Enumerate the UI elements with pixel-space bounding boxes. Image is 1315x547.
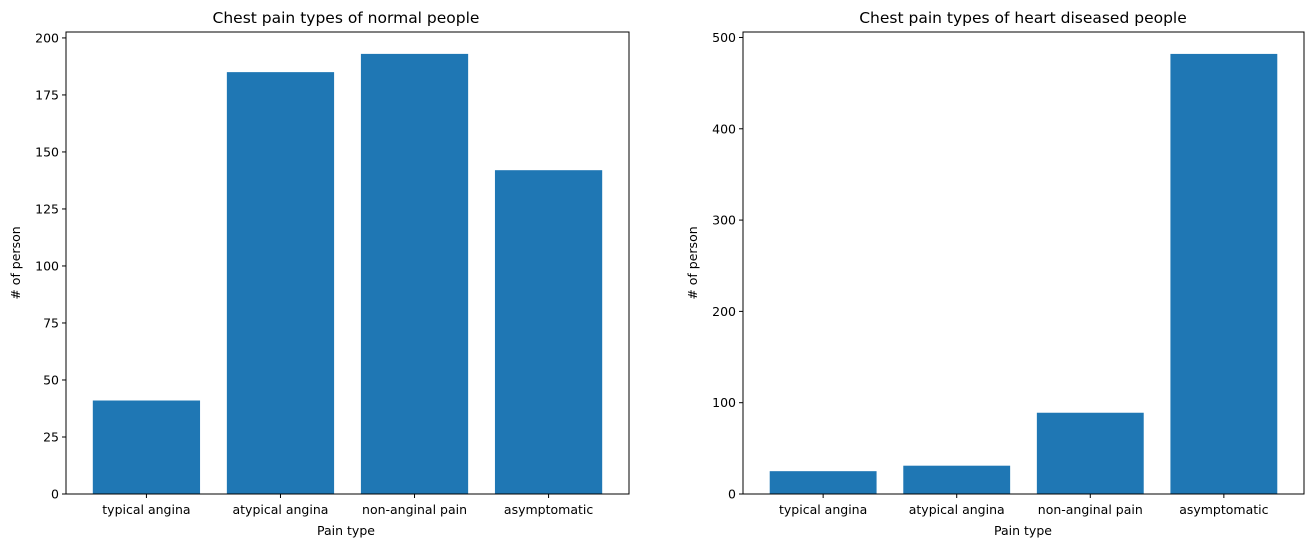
y-tick-label: 0 — [51, 487, 59, 502]
x-tick-label: atypical angina — [909, 502, 1005, 517]
x-tick-label: non-anginal pain — [1038, 502, 1143, 517]
y-axis-ticks: 0 25 50 75 100 125 150 175 200 — [35, 30, 66, 502]
normal-people-chart: Chest pain types of normal people Pain t… — [8, 9, 630, 538]
y-tick-label: 400 — [712, 121, 736, 136]
x-axis-ticks: typical angina atypical angina non-anginal… — [779, 494, 1269, 517]
x-tick-label: atypical angina — [233, 502, 329, 517]
bar-non-anginal-pain — [1036, 412, 1144, 494]
bar-asymptomatic — [494, 170, 603, 495]
y-tick-label: 0 — [728, 487, 736, 502]
y-tick-label: 100 — [712, 395, 736, 410]
x-axis-ticks: typical angina atypical angina non-anginal… — [102, 494, 593, 517]
bar-group — [92, 53, 603, 495]
y-tick-label: 500 — [712, 30, 736, 45]
y-axis-ticks: 0 100 200 300 400 500 — [712, 30, 743, 502]
bar-atypical-angina — [226, 72, 335, 495]
bar-non-anginal-pain — [360, 53, 469, 494]
bar-atypical-angina — [903, 465, 1011, 494]
y-tick-label: 300 — [712, 213, 736, 228]
y-tick-label: 75 — [43, 315, 59, 330]
y-tick-label: 150 — [35, 144, 59, 159]
x-axis-label: Pain type — [994, 523, 1052, 538]
chart-title: Chest pain types of heart diseased peopl… — [859, 9, 1187, 27]
axes-frame — [65, 31, 630, 495]
y-axis-label: # of person — [685, 226, 700, 299]
y-tick-label: 175 — [35, 87, 59, 102]
bar-asymptomatic — [1170, 53, 1278, 494]
y-tick-label: 50 — [43, 372, 59, 387]
heart-diseased-people-chart: Chest pain types of heart diseased peopl… — [685, 9, 1305, 538]
axes-frame — [742, 31, 1305, 495]
bar-group — [769, 53, 1278, 494]
y-tick-label: 125 — [35, 201, 59, 216]
x-tick-label: asymptomatic — [504, 502, 593, 517]
x-tick-label: typical angina — [102, 502, 190, 517]
x-tick-label: non-anginal pain — [362, 502, 467, 517]
y-tick-label: 200 — [35, 30, 59, 45]
y-axis-label: # of person — [8, 226, 23, 299]
y-tick-label: 25 — [43, 429, 59, 444]
bar-typical-angina — [769, 471, 877, 494]
chart-title: Chest pain types of normal people — [213, 9, 480, 27]
bar-typical-angina — [92, 400, 201, 494]
y-tick-label: 100 — [35, 258, 59, 273]
y-tick-label: 200 — [712, 304, 736, 319]
x-axis-label: Pain type — [317, 523, 375, 538]
x-tick-label: asymptomatic — [1179, 502, 1268, 517]
x-tick-label: typical angina — [779, 502, 867, 517]
